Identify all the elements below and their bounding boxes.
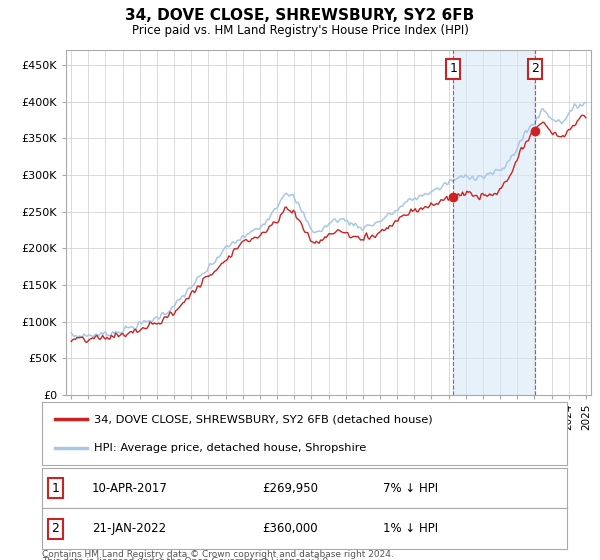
Text: HPI: Average price, detached house, Shropshire: HPI: Average price, detached house, Shro… xyxy=(95,443,367,453)
Text: 1% ↓ HPI: 1% ↓ HPI xyxy=(383,522,439,535)
Text: This data is licensed under the Open Government Licence v3.0.: This data is licensed under the Open Gov… xyxy=(42,557,331,560)
Text: 7% ↓ HPI: 7% ↓ HPI xyxy=(383,482,439,495)
Text: 34, DOVE CLOSE, SHREWSBURY, SY2 6FB: 34, DOVE CLOSE, SHREWSBURY, SY2 6FB xyxy=(125,8,475,24)
Text: Contains HM Land Registry data © Crown copyright and database right 2024.: Contains HM Land Registry data © Crown c… xyxy=(42,550,394,559)
Text: £269,950: £269,950 xyxy=(263,482,319,495)
Text: 2: 2 xyxy=(532,63,539,76)
Text: 10-APR-2017: 10-APR-2017 xyxy=(92,482,168,495)
Bar xyxy=(453,50,535,395)
Text: 1: 1 xyxy=(51,482,59,495)
Text: 21-JAN-2022: 21-JAN-2022 xyxy=(92,522,166,535)
Text: 34, DOVE CLOSE, SHREWSBURY, SY2 6FB (detached house): 34, DOVE CLOSE, SHREWSBURY, SY2 6FB (det… xyxy=(95,414,433,424)
Text: 1: 1 xyxy=(449,63,457,76)
Text: Price paid vs. HM Land Registry's House Price Index (HPI): Price paid vs. HM Land Registry's House … xyxy=(131,24,469,36)
Text: 2: 2 xyxy=(51,522,59,535)
Text: £360,000: £360,000 xyxy=(263,522,318,535)
